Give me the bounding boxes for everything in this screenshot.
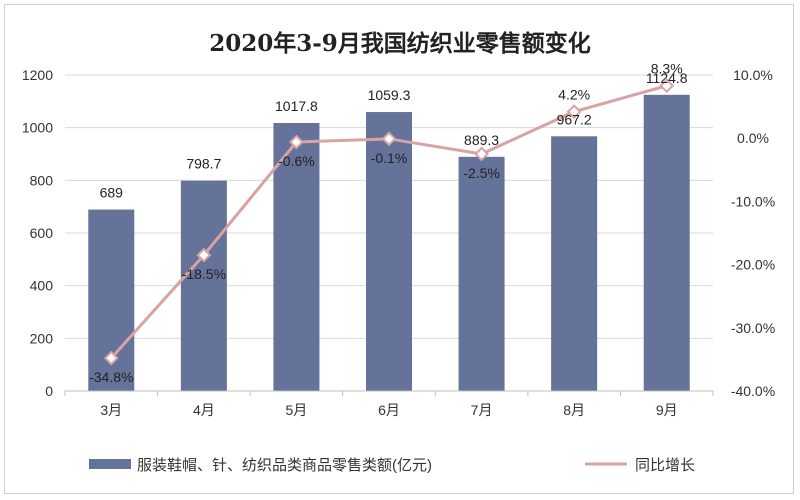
left-axis-tick-label: 200 <box>30 330 54 346</box>
x-axis-tick-label: 4月 <box>193 402 215 418</box>
legend: 服装鞋帽、针、纺织品类商品零售类额(亿元) 同比增长 <box>89 457 695 474</box>
left-axis-tick-label: 0 <box>45 383 53 399</box>
line-point-marker <box>103 350 119 366</box>
line-value-label: -18.5% <box>182 266 226 282</box>
left-axis-tick-label: 600 <box>30 225 54 241</box>
x-axis-tick-label: 8月 <box>563 402 585 418</box>
bar <box>551 136 598 391</box>
bar-value-label: 689 <box>100 185 124 201</box>
bar-series <box>88 94 690 392</box>
bar <box>458 156 505 391</box>
left-axis-tick-label: 400 <box>30 278 54 294</box>
line-value-label: -2.5% <box>463 165 500 181</box>
right-y-axis: -40.0% -30.0% -20.0% -10.0% 0.0% 10.0% <box>731 67 775 399</box>
line-series <box>103 78 675 366</box>
bar-value-label: 1017.8 <box>275 98 318 114</box>
line-point-marker <box>196 247 212 263</box>
line-value-label: -34.8% <box>89 369 133 385</box>
bar-value-label: 967.2 <box>557 111 592 127</box>
left-axis-tick-label: 1000 <box>22 120 53 136</box>
line-value-label: -0.6% <box>278 153 315 169</box>
bar-value-label: 1124.8 <box>646 70 688 86</box>
legend-swatch-bar <box>89 459 131 469</box>
line-point-marker <box>659 78 675 94</box>
x-axis-tick-label: 9月 <box>656 402 678 418</box>
line-point-marker <box>566 104 582 120</box>
right-axis-tick-label: 0.0% <box>737 130 769 146</box>
legend-label-bar: 服装鞋帽、针、纺织品类商品零售类额(亿元) <box>137 457 432 474</box>
right-axis-tick-label: -30.0% <box>731 320 775 336</box>
right-axis-tick-label: -40.0% <box>731 383 775 399</box>
bar-value-label: 889.3 <box>464 132 499 148</box>
legend-label-line: 同比增长 <box>635 457 695 474</box>
bar <box>366 112 412 392</box>
x-axis-tick-label: 6月 <box>378 402 400 418</box>
line-value-label: 8.3% <box>651 61 683 77</box>
chart-title: 2020年3-9月我国纺织业零售额变化 <box>209 30 591 57</box>
line-value-label: 4.2% <box>558 87 590 103</box>
chart-svg: 2020年3-9月我国纺织业零售额变化 0 200 400 600 800 1000 120… <box>22 30 775 474</box>
bar-value-label: 1059.3 <box>368 87 411 103</box>
x-axis-tick-label: 7月 <box>471 402 493 418</box>
x-axis-tick-label: 5月 <box>286 402 308 418</box>
right-axis-tick-label: -20.0% <box>731 257 775 273</box>
bar <box>643 94 690 391</box>
right-axis-tick-label: 10.0% <box>733 67 773 83</box>
x-axis: 3月 4月 5月 6月 7月 8月 9月 <box>64 390 714 418</box>
right-axis-tick-label: -10.0% <box>731 193 775 209</box>
line-value-label: -0.1% <box>371 150 408 166</box>
line-point-marker <box>381 131 397 147</box>
chart-frame: 2020年3-9月我国纺织业零售额变化 0 200 400 600 800 1000 120… <box>4 4 794 494</box>
bar <box>273 122 320 391</box>
line-point-marker <box>289 134 304 150</box>
data-labels: 689 798.7 1017.8 1059.3 889.3 967.2 1124.8 -34.… <box>89 61 688 385</box>
line-point-marker <box>474 146 489 162</box>
left-axis-tick-label: 1200 <box>22 67 53 83</box>
bar-value-label: 798.7 <box>186 156 221 172</box>
left-axis-tick-label: 800 <box>30 172 54 188</box>
bar <box>180 180 227 391</box>
x-axis-tick-label: 3月 <box>100 402 122 418</box>
left-y-axis: 0 200 400 600 800 1000 1200 <box>22 67 53 399</box>
